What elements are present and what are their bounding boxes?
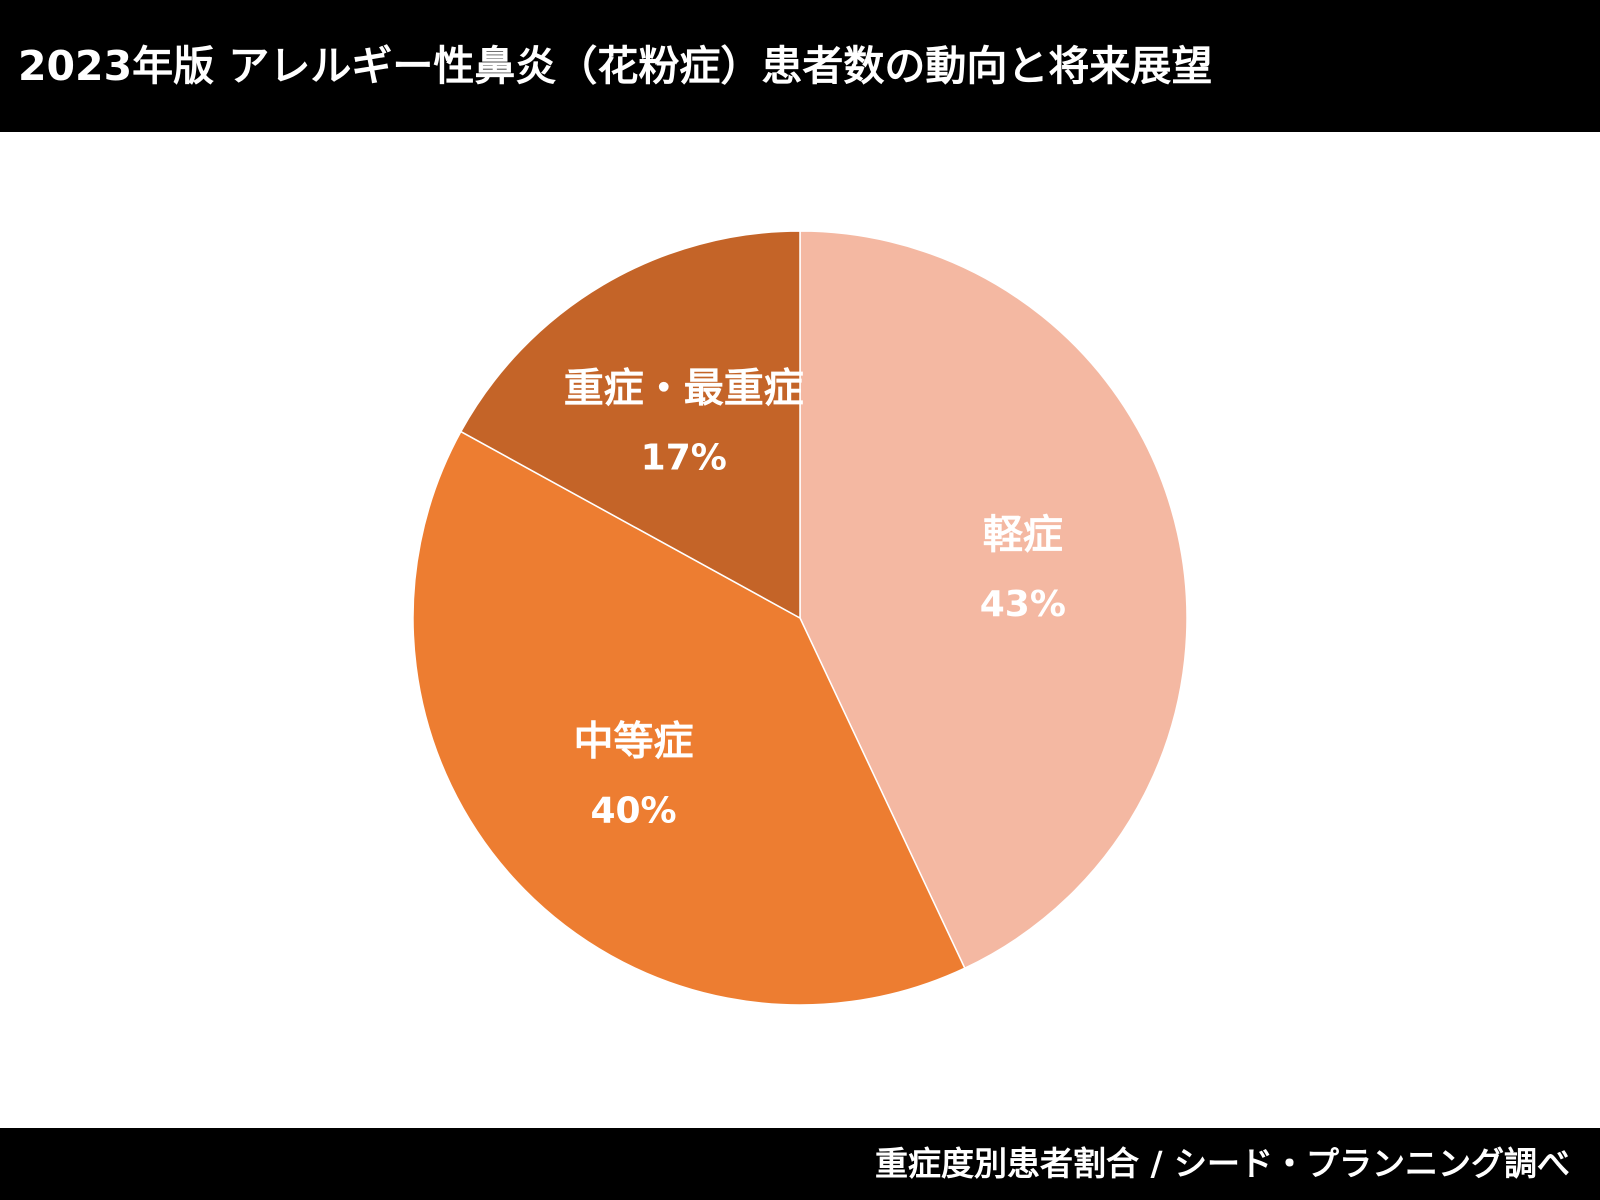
pie-slice-2 <box>459 230 801 620</box>
footer-bar: 重症度別患者割合 / シード・プランニング調べ <box>0 1128 1600 1200</box>
chart-title: 2023年版 アレルギー性鼻炎（花粉症）患者数の動向と将来展望 <box>18 42 1213 90</box>
title-bar: 2023年版 アレルギー性鼻炎（花粉症）患者数の動向と将来展望 <box>0 0 1600 132</box>
slice-category-label-2: 重症・最重症 <box>564 365 804 411</box>
slice-value-label-1: 40% <box>590 790 676 831</box>
slice-value-label-2: 17% <box>641 437 727 478</box>
pie-slice-1 <box>412 430 966 1006</box>
slice-value-label-0: 43% <box>980 584 1066 625</box>
pie-chart: 軽症 43% 中等症 40% 重症・最重症 17% <box>412 230 1188 1006</box>
pie-slice-0 <box>799 230 1188 970</box>
source-caption: 重症度別患者割合 / シード・プランニング調べ <box>874 1144 1570 1183</box>
slice-category-label-0: 軽症 <box>983 512 1063 558</box>
pie-labels: 軽症 43% 中等症 40% 重症・最重症 17% <box>564 365 1066 831</box>
slice-category-label-1: 中等症 <box>574 718 694 764</box>
pie-slices <box>412 230 1188 1006</box>
